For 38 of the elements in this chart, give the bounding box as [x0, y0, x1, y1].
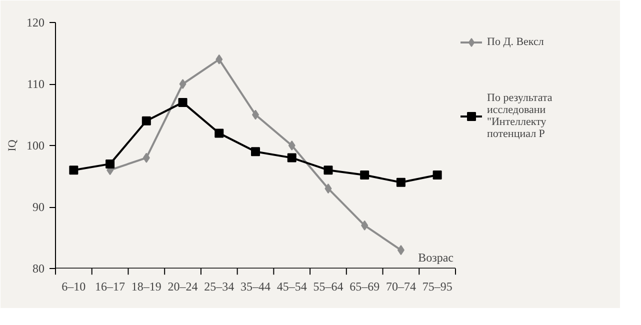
- point: [287, 153, 296, 162]
- point: [288, 140, 296, 150]
- x-tick-label: 35–44: [240, 280, 270, 294]
- point: [251, 147, 260, 156]
- point: [397, 245, 404, 256]
- x-tick-label: 55–64: [313, 280, 344, 294]
- point: [324, 166, 333, 175]
- point: [216, 54, 223, 64]
- point: [106, 159, 115, 168]
- y-tick-label: 100: [26, 138, 44, 152]
- y-tick-label: 120: [26, 16, 44, 30]
- y-axis-title: IQ: [6, 140, 18, 152]
- x-axis-title: Возрас: [418, 250, 454, 264]
- y-tick-label: 110: [26, 77, 45, 91]
- x-tick-label: 45–54: [276, 280, 307, 294]
- point: [432, 170, 442, 180]
- x-tick-label: 20–24: [168, 280, 198, 294]
- point: [179, 79, 186, 89]
- x-tick-label: 65–69: [350, 280, 380, 294]
- x-tick-label: 16–17: [95, 280, 126, 294]
- y-tick-label: 90: [32, 200, 44, 214]
- legend-label: По Д. Вексл: [487, 36, 544, 48]
- y-tick-label: 80: [32, 262, 44, 276]
- point: [178, 98, 188, 107]
- point: [396, 178, 406, 187]
- point: [360, 170, 370, 180]
- legend-label: По результата исследовани "Интеллекту потенциал Р: [487, 92, 552, 140]
- point: [361, 220, 368, 230]
- point: [214, 128, 224, 138]
- x-tick-label: 6–10: [62, 280, 86, 294]
- x-tick-label: 25–34: [204, 280, 234, 294]
- point: [324, 184, 332, 194]
- point: [69, 166, 78, 175]
- x-tick-label: 75–95: [422, 280, 452, 294]
- x-tick-label: 18–19: [131, 280, 162, 294]
- point: [142, 152, 150, 163]
- point: [142, 116, 151, 126]
- x-tick-label: 70–74: [386, 280, 416, 294]
